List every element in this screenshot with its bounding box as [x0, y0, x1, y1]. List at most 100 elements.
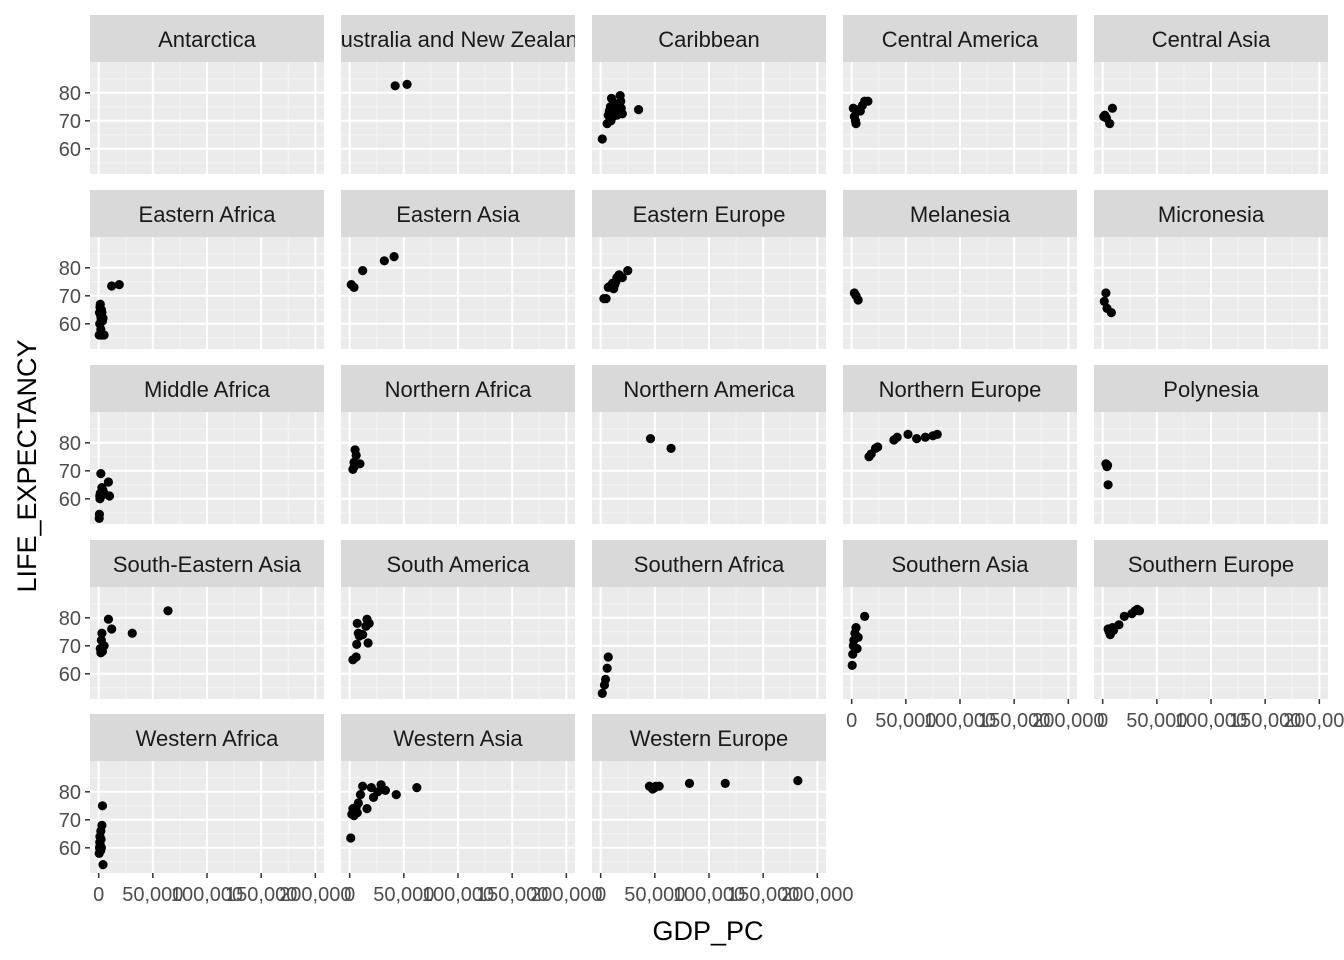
facet-strip	[592, 15, 826, 62]
x-tick-label: 100,000	[1175, 710, 1247, 732]
panel-western-europe: Western Europe 0 50,000100,000150,000200,0…	[592, 714, 853, 906]
data-point	[873, 442, 883, 452]
data-point	[99, 330, 109, 340]
data-point	[1099, 296, 1109, 306]
data-point	[633, 105, 644, 115]
facet-strip-label: Micronesia	[1158, 202, 1265, 227]
facet-strip-label: Australia and New Zealand	[326, 27, 590, 52]
data-point	[352, 808, 362, 818]
facet-strip	[90, 365, 324, 412]
x-tick-label: 50,000	[1126, 710, 1187, 732]
y-axis-title: LIFE_EXPECTANCY	[12, 339, 42, 592]
data-point	[597, 134, 607, 144]
data-point	[1101, 288, 1111, 298]
facet-strip	[90, 15, 324, 62]
x-tick-label: 100,000	[171, 884, 243, 906]
data-point	[98, 313, 108, 323]
facet-strip-label: Eastern Asia	[396, 202, 520, 227]
data-point	[127, 628, 137, 638]
data-point	[104, 491, 115, 501]
facet-strip-label: Western Africa	[136, 726, 279, 751]
data-point	[163, 606, 173, 616]
x-tick-label: 0	[595, 884, 606, 906]
y-tick-label: 60	[59, 139, 81, 161]
data-point	[860, 611, 870, 622]
y-tick-label: 70	[59, 286, 81, 308]
facet-strip	[843, 365, 1077, 412]
data-point	[97, 628, 107, 638]
facet-strip-label: Middle Africa	[144, 377, 271, 402]
facet-strip	[592, 365, 826, 412]
data-point	[1134, 606, 1145, 616]
panel-central-asia: Central Asia	[1094, 15, 1328, 174]
x-tick-label: 0	[93, 884, 104, 906]
data-point	[379, 256, 389, 266]
data-point	[1102, 460, 1113, 470]
data-point	[412, 783, 422, 793]
data-point	[1106, 308, 1116, 318]
data-point	[358, 781, 368, 791]
facet-strip-label: Melanesia	[910, 202, 1011, 227]
data-point	[920, 432, 930, 442]
x-tick-label: 200,000	[279, 884, 351, 906]
facet-strip	[1094, 540, 1328, 587]
data-point	[351, 450, 361, 460]
facet-strip-label: Eastern Africa	[139, 202, 277, 227]
x-tick-label: 100,000	[673, 884, 745, 906]
facet-strip	[341, 190, 575, 237]
panel-antarctica: Antarctica 60 70 80	[59, 15, 324, 174]
data-point	[601, 294, 611, 304]
panel-northern-africa: Northern Africa	[341, 365, 575, 524]
data-point	[863, 96, 873, 106]
panel-polynesia: Polynesia	[1094, 365, 1328, 524]
y-tick-label: 60	[59, 489, 81, 511]
facet-strip-label: Central America	[882, 27, 1039, 52]
x-tick-label: 50,000	[624, 884, 685, 906]
data-point	[851, 623, 861, 633]
y-tick-label: 60	[59, 664, 81, 686]
data-point	[98, 860, 108, 870]
facet-strip-label: Polynesia	[1163, 377, 1259, 402]
x-tick-label: 200,000	[1283, 710, 1344, 732]
panel-micronesia: Micronesia	[1094, 190, 1328, 349]
data-point	[600, 674, 611, 685]
x-tick-label: 150,000	[476, 884, 548, 906]
data-point	[720, 778, 730, 789]
facet-strip-label: Eastern Europe	[633, 202, 786, 227]
x-tick-label: 100,000	[924, 710, 996, 732]
data-point	[351, 652, 361, 662]
facet-strip-label: Northern America	[623, 377, 795, 402]
data-point	[684, 778, 695, 789]
data-point	[346, 833, 356, 843]
facet-strip	[90, 714, 324, 761]
facet-strip	[90, 540, 324, 587]
y-tick-label: 80	[59, 782, 81, 804]
y-tick-label: 80	[59, 608, 81, 630]
panel-australia-and-new-zealand: Australia and New Zealand	[326, 15, 590, 174]
x-tick-label: 50,000	[373, 884, 434, 906]
x-tick-label: 200,000	[1032, 710, 1104, 732]
panel-eastern-europe: Eastern Europe	[592, 190, 826, 349]
y-tick-label: 70	[59, 636, 81, 658]
x-tick-label: 0	[344, 884, 355, 906]
panel-northern-europe: Northern Europe	[843, 365, 1077, 524]
facet-strip	[592, 190, 826, 237]
facet-strip-label: Caribbean	[658, 27, 760, 52]
data-point	[96, 843, 106, 853]
data-point	[912, 434, 922, 444]
data-point	[364, 618, 374, 629]
panel-southern-asia: Southern Asia 0 50,000100,000150,000200,00…	[843, 540, 1104, 732]
facet-strip-label: Southern Africa	[634, 552, 785, 577]
facet-strip	[1094, 15, 1328, 62]
data-point	[602, 663, 612, 673]
facet-strip-label: Western Asia	[393, 726, 523, 751]
facet-strip-label: Southern Europe	[1128, 552, 1294, 577]
x-tick-label: 50,000	[875, 710, 936, 732]
data-point	[603, 652, 613, 662]
facet-strip	[843, 540, 1077, 587]
facet-strip	[1094, 190, 1328, 237]
panel-south-america: South America	[341, 540, 575, 699]
x-tick-label: 150,000	[727, 884, 799, 906]
data-point	[402, 79, 412, 89]
